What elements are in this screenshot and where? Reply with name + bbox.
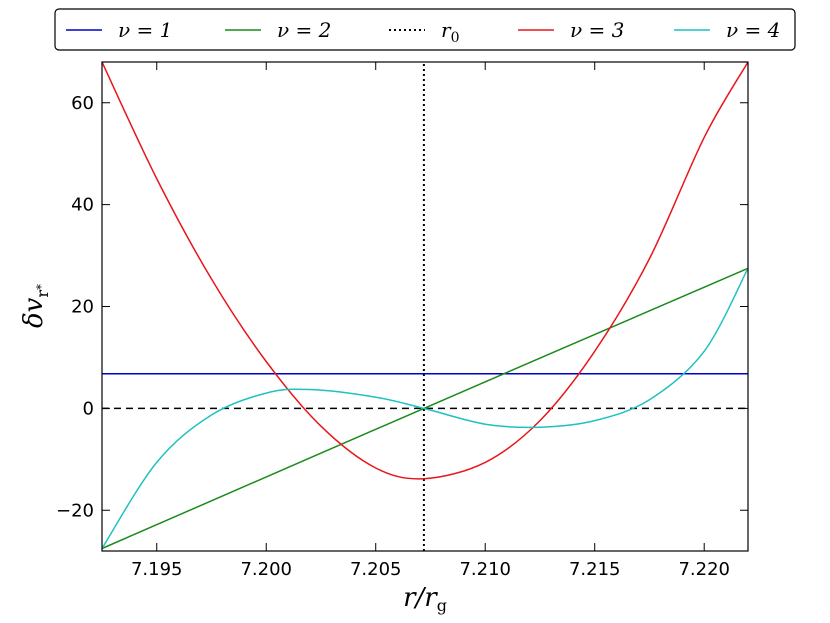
legend-label-4: ν = 3 xyxy=(570,18,624,42)
x-tick-label: 7.195 xyxy=(131,559,183,580)
x-tick-label: 7.210 xyxy=(459,559,511,580)
x-tick-label: 7.220 xyxy=(678,559,730,580)
plot-frame xyxy=(101,61,749,552)
y-tick-label: 0 xyxy=(83,398,94,419)
x-axis-label: r/rg xyxy=(403,583,447,615)
y-tick-label: 60 xyxy=(71,93,94,114)
series-line-4 xyxy=(102,62,748,480)
legend-label-1: ν = 1 xyxy=(118,18,172,42)
legend-label-2: ν = 2 xyxy=(277,18,331,42)
series-line-5 xyxy=(102,267,748,549)
x-tick-label: 7.200 xyxy=(240,559,292,580)
y-tick-label: 20 xyxy=(71,297,94,318)
legend: ν = 1 ν = 2 r0 ν = 3 ν = 4 xyxy=(54,8,796,51)
x-tick-label: 7.205 xyxy=(350,559,402,580)
y-axis-label: δvr* xyxy=(19,284,52,328)
y-tick-label: 40 xyxy=(71,195,94,216)
x-tick-label: 7.215 xyxy=(569,559,621,580)
y-tick-label: −20 xyxy=(56,500,94,521)
legend-label-5: ν = 4 xyxy=(726,18,780,42)
legend-label-3: r0 xyxy=(441,18,459,46)
